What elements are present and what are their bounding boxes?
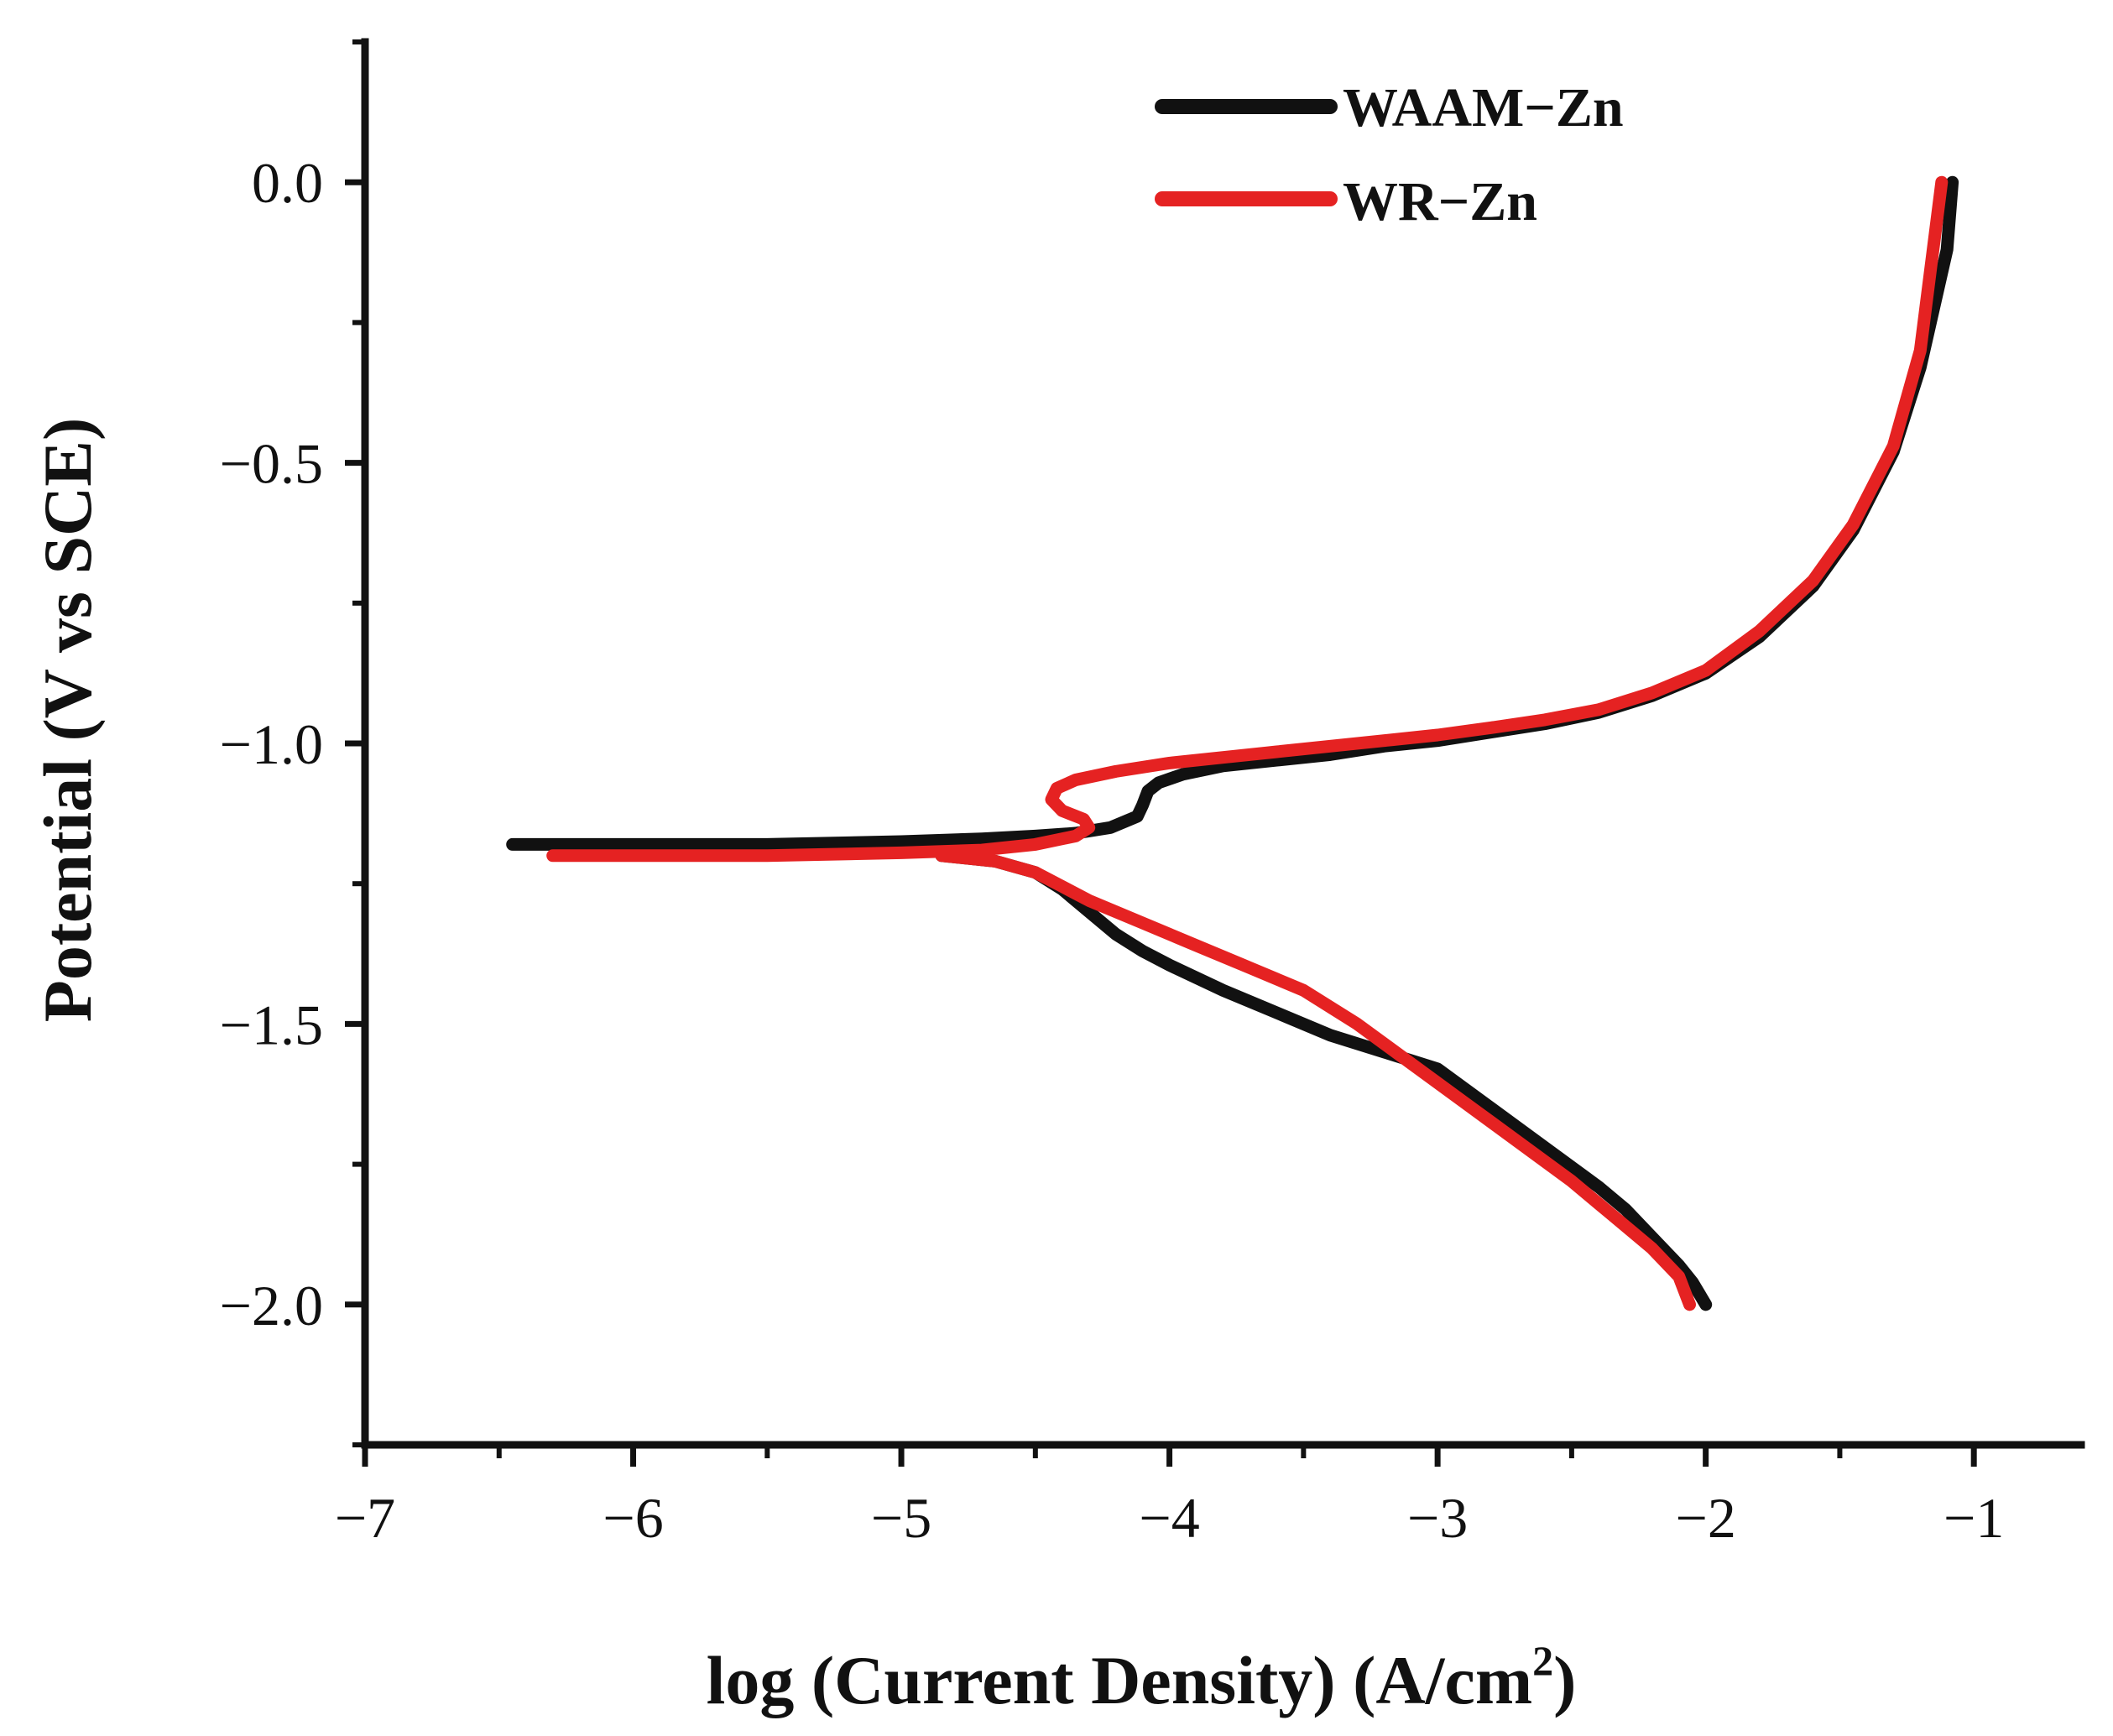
x-axis-title: log (Current Density) (A/cm2) — [707, 1637, 1577, 1718]
axes — [361, 38, 2085, 1449]
x-ticks: −7 −6 −5 −4 −3 −2 −1 — [335, 1445, 2004, 1550]
x-tick-label: −1 — [1943, 1486, 2004, 1550]
x-tick-label: −2 — [1675, 1486, 1735, 1550]
y-ticks: 0.0 −0.5 −1.0 −1.5 −2.0 — [220, 39, 365, 1447]
legend-label-wr-zn: WR−Zn — [1343, 171, 1537, 232]
y-tick-label: −1.5 — [220, 993, 323, 1056]
x-tick-label: −4 — [1139, 1486, 1199, 1550]
y-tick-label: −1.0 — [220, 712, 323, 776]
y-tick-label: −0.5 — [220, 432, 323, 496]
x-tick-label: −7 — [335, 1486, 395, 1550]
series-line-waam-zn — [506, 175, 1959, 1311]
legend-label-waam-zn: WAAM−Zn — [1343, 77, 1624, 138]
legend: WAAM−Zn WR−Zn — [1155, 77, 1624, 232]
x-tick-label: −5 — [871, 1486, 931, 1550]
series-line-wr-zn — [546, 175, 1949, 1311]
y-tick-label: 0.0 — [252, 151, 323, 215]
series-group — [506, 175, 1959, 1311]
x-axis-title-suffix: ) — [1553, 1642, 1576, 1718]
x-tick-label: −3 — [1407, 1486, 1468, 1550]
x-axis-title-main: log (Current Density) (A/cm — [707, 1642, 1533, 1718]
x-axis-title-superscript: 2 — [1532, 1637, 1553, 1684]
x-tick-label: −6 — [603, 1486, 663, 1550]
y-axis-title: Potential (V vs SCE) — [29, 418, 106, 1023]
y-tick-label: −2.0 — [220, 1274, 323, 1337]
